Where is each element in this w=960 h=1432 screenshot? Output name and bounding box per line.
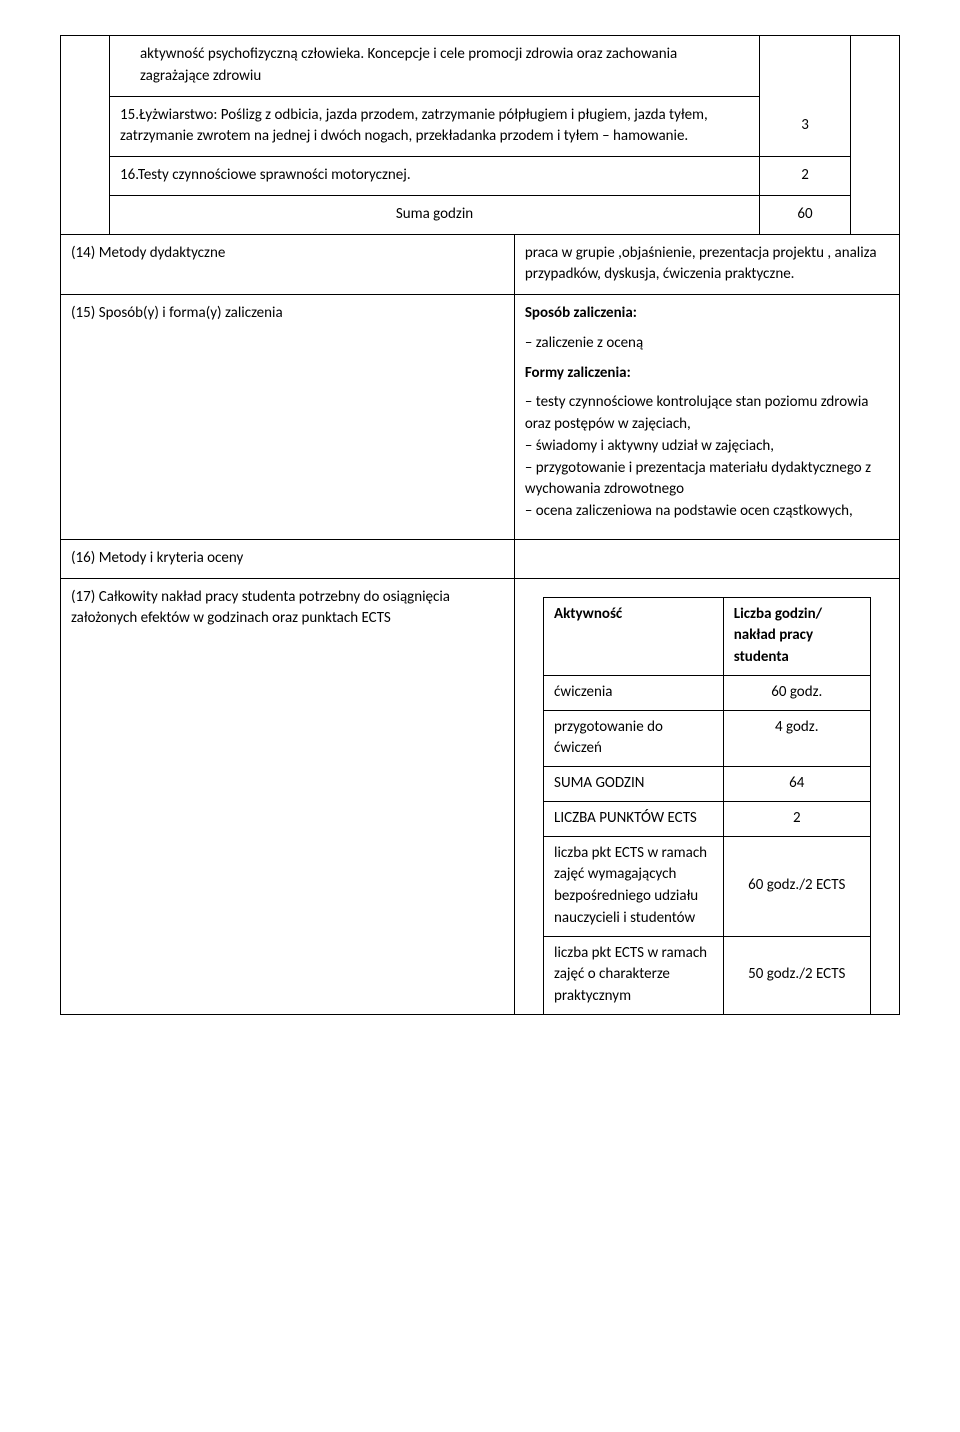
section-15-p2a: – testy czynnościowe kontrolujące stan p…: [525, 392, 889, 436]
row-14-fragment-text: aktywność psychofizyczną człowieka. Konc…: [120, 44, 749, 88]
workload-r1b: 60 godz.: [723, 675, 870, 710]
section-17-label: (17) Całkowity nakład pracy studenta pot…: [61, 578, 515, 1014]
left-margin-cell: [61, 157, 110, 196]
left-margin-cell: [61, 195, 110, 234]
section-15-p1: – zaliczenie z oceną: [525, 333, 889, 355]
workload-r6b: 50 godz./2 ECTS: [723, 936, 870, 1014]
main-table: aktywność psychofizyczną człowieka. Konc…: [60, 35, 900, 1015]
section-15-p2d: – ocena zaliczeniowa na podstawie ocen c…: [525, 501, 889, 523]
workload-table: Aktywność Liczba godzin/ nakład pracy st…: [543, 597, 871, 1014]
sum-hours: 60: [760, 195, 851, 234]
workload-r3b: 64: [723, 767, 870, 802]
row-14-hours: [760, 36, 851, 97]
section-16-label: (16) Metody i kryteria oceny: [61, 539, 515, 578]
left-margin-cell: [61, 36, 110, 97]
section-17-content: Aktywność Liczba godzin/ nakład pracy st…: [514, 578, 899, 1014]
section-15-content: Sposób zaliczenia: – zaliczenie z oceną …: [514, 295, 899, 540]
right-margin-cell: [851, 96, 900, 157]
right-margin-cell: [851, 157, 900, 196]
workload-r3a: SUMA GODZIN: [544, 767, 724, 802]
workload-r2a: przygotowanie do ćwiczeń: [544, 710, 724, 767]
sum-label: Suma godzin: [110, 195, 760, 234]
workload-r2b: 4 godz.: [723, 710, 870, 767]
section-15-h2: Formy zaliczenia:: [525, 363, 889, 385]
row-15-hours: 3: [760, 96, 851, 157]
workload-r5b: 60 godz./2 ECTS: [723, 836, 870, 936]
section-15-p2b: – świadomy i aktywny udział w zajęciach,: [525, 436, 889, 458]
section-16-label-text: (16) Metody i kryteria oceny: [71, 549, 243, 567]
section-17-label-text: (17) Całkowity nakład pracy studenta pot…: [71, 588, 450, 628]
workload-r6a: liczba pkt ECTS w ramach zajęć o charakt…: [544, 936, 724, 1014]
left-margin-cell: [61, 96, 110, 157]
section-16-content: [514, 539, 899, 578]
workload-r1a: ćwiczenia: [544, 675, 724, 710]
row-15-text: 15.Łyżwiarstwo: Poślizg z odbicia, jazda…: [120, 105, 749, 149]
workload-r4b: 2: [723, 801, 870, 836]
row-16-text-cell: 16.Testy czynnościowe sprawności motoryc…: [110, 157, 760, 196]
right-margin-cell: [851, 195, 900, 234]
right-margin-cell: [851, 36, 900, 97]
section-15-h1: Sposób zaliczenia:: [525, 303, 889, 325]
workload-th2: Liczba godzin/ nakład pracy studenta: [723, 597, 870, 675]
section-15-label: (15) Sposób(y) i forma(y) zaliczenia: [61, 295, 515, 540]
section-15-p2c: – przygotowanie i prezentacja materiału …: [525, 458, 889, 502]
workload-th1: Aktywność: [544, 597, 724, 675]
row-16-hours: 2: [760, 157, 851, 196]
row-14-fragment: aktywność psychofizyczną człowieka. Konc…: [110, 36, 760, 97]
workload-r5a: liczba pkt ECTS w ramach zajęć wymagając…: [544, 836, 724, 936]
section-14-content: praca w grupie ,objaśnienie, prezentacja…: [514, 234, 899, 295]
row-15-text-cell: 15.Łyżwiarstwo: Poślizg z odbicia, jazda…: [110, 96, 760, 157]
section-14-label: (14) Metody dydaktyczne: [61, 234, 515, 295]
workload-r4a: LICZBA PUNKTÓW ECTS: [544, 801, 724, 836]
